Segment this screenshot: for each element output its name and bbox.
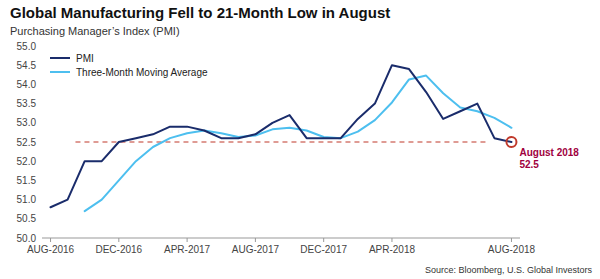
annotation-line: 52.5 (519, 159, 539, 170)
y-tick-label: 50.5 (17, 213, 37, 224)
y-tick-label: 52.5 (17, 137, 37, 148)
background (0, 0, 600, 279)
reference-line (75, 141, 486, 142)
x-tick-label: APR-2018 (369, 244, 416, 255)
x-tick-label: DEC-2016 (95, 244, 142, 255)
source: Source: Bloomberg, U.S. Global Investors (425, 265, 593, 275)
x-axis-line (42, 238, 520, 239)
legend-swatch (50, 71, 70, 73)
highlight-circle (506, 137, 516, 147)
y-tick-label: 52.0 (17, 156, 37, 167)
y-tick-label: 50.0 (17, 233, 37, 244)
subtitle: Purchasing Manager’s Index (PMI) (10, 25, 180, 37)
plot-area (51, 65, 512, 211)
title: Global Manufacturing Fell to 21-Month Lo… (10, 4, 390, 21)
x-tick-label: AUG-2016 (27, 244, 75, 255)
y-tick-label: 53.5 (17, 98, 37, 109)
y-tick-label: 53.0 (17, 117, 37, 128)
x-tick (391, 238, 392, 242)
legend-label: Three-Month Moving Average (76, 67, 208, 78)
y-tick-label: 51.5 (17, 175, 37, 186)
chart: Global Manufacturing Fell to 21-Month Lo… (0, 0, 600, 279)
y-axis: 50.0 50.5 51.0 51.5 52.0 52.5 53.0 53.5 54.0 54.5… (17, 41, 37, 244)
x-tick (50, 238, 51, 242)
x-tick (323, 238, 324, 242)
x-tick-label: AUG-2018 (488, 244, 536, 255)
y-tick-label: 55.0 (17, 41, 37, 52)
x-tick-label: AUG-2017 (232, 244, 280, 255)
legend: PMI Three-Month Moving Average (50, 53, 208, 78)
annotation: August 201852.5 (519, 147, 579, 170)
y-tick-label: 54.0 (17, 79, 37, 90)
y-tick-label: 51.0 (17, 194, 37, 205)
legend-swatch (50, 57, 70, 59)
x-axis: AUG-2016 DEC-2016 APR-2017 AUG-2017 DEC-2017… (27, 238, 536, 255)
series-line (85, 76, 512, 212)
x-tick (187, 238, 188, 242)
annotation-line: August 2018 (519, 147, 579, 158)
x-tick-label: APR-2017 (164, 244, 211, 255)
legend-label: PMI (76, 53, 94, 64)
x-tick (118, 238, 119, 242)
x-tick (511, 238, 512, 242)
x-tick-label: DEC-2017 (300, 244, 347, 255)
y-tick-label: 54.5 (17, 60, 37, 71)
series-line (51, 65, 512, 207)
x-tick (255, 238, 256, 242)
